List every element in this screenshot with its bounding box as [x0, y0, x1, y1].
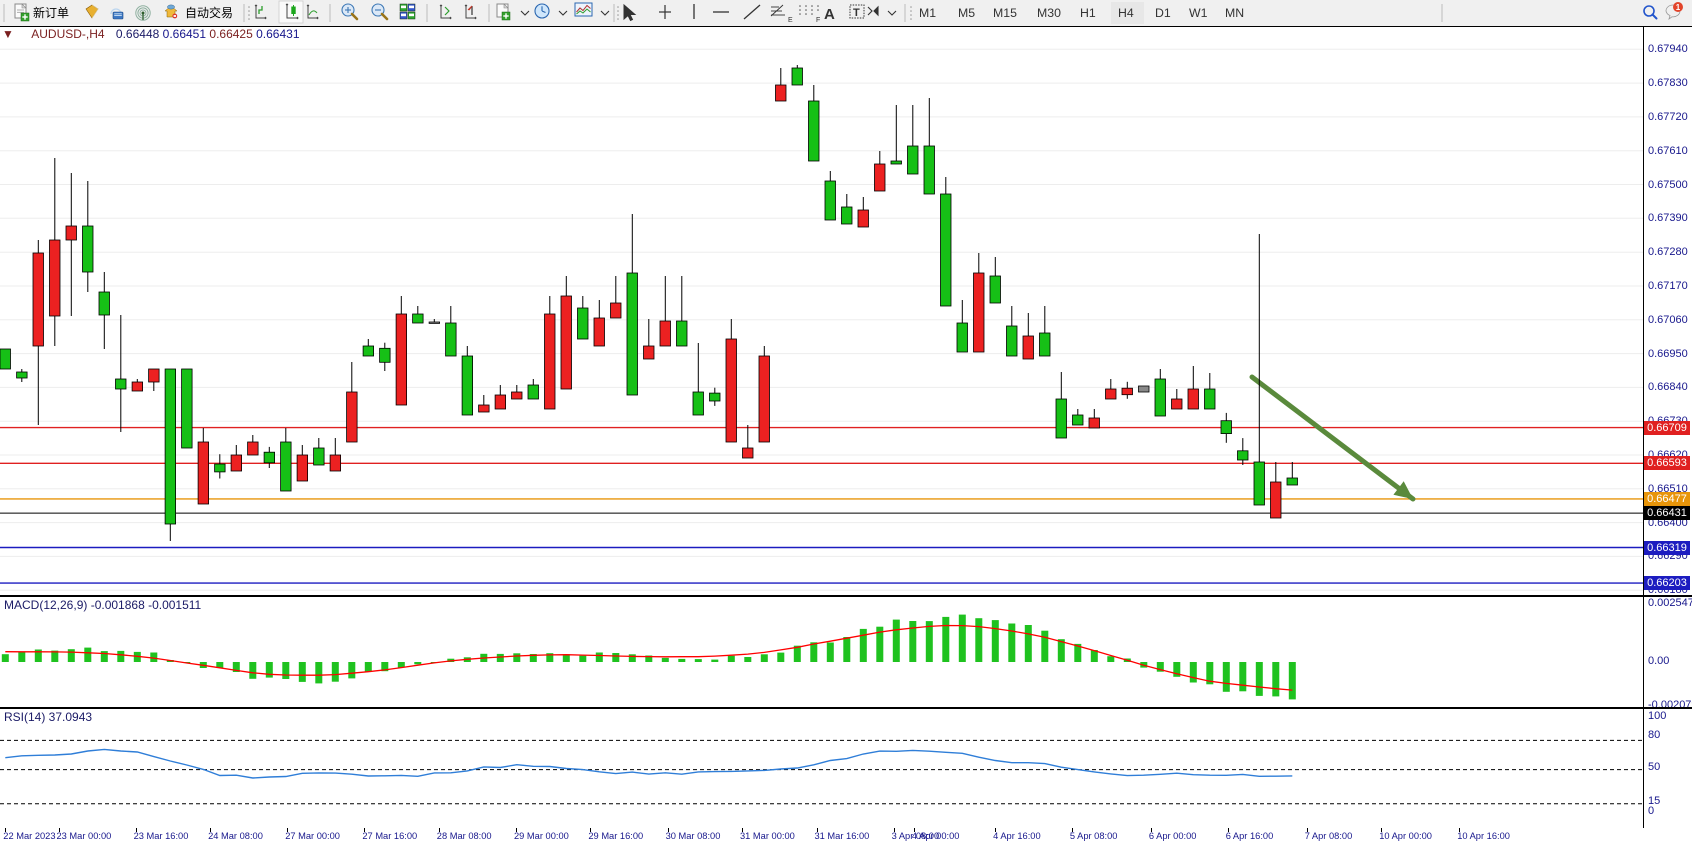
svg-text:T: T: [853, 7, 860, 19]
svg-text:H1: H1: [1080, 6, 1096, 20]
svg-text:M15: M15: [993, 6, 1017, 20]
svg-text:M30: M30: [1037, 6, 1061, 20]
svg-text:M5: M5: [958, 6, 975, 20]
svg-text:新订单: 新订单: [33, 5, 69, 20]
svg-text:1: 1: [1676, 3, 1681, 12]
svg-text:W1: W1: [1189, 6, 1208, 20]
svg-text:MN: MN: [1225, 6, 1244, 20]
svg-text:H4: H4: [1118, 6, 1134, 20]
svg-text:M1: M1: [919, 6, 936, 20]
svg-text:D1: D1: [1155, 6, 1171, 20]
svg-text:RSI(14) 37.0943: RSI(14) 37.0943: [4, 710, 92, 724]
svg-text:自动交易: 自动交易: [185, 5, 233, 20]
svg-text:MACD(12,26,9) -0.001868 -0.001: MACD(12,26,9) -0.001868 -0.001511: [4, 598, 202, 612]
svg-text:A: A: [824, 6, 835, 23]
svg-text:E: E: [788, 17, 793, 24]
svg-text:F: F: [816, 17, 820, 24]
